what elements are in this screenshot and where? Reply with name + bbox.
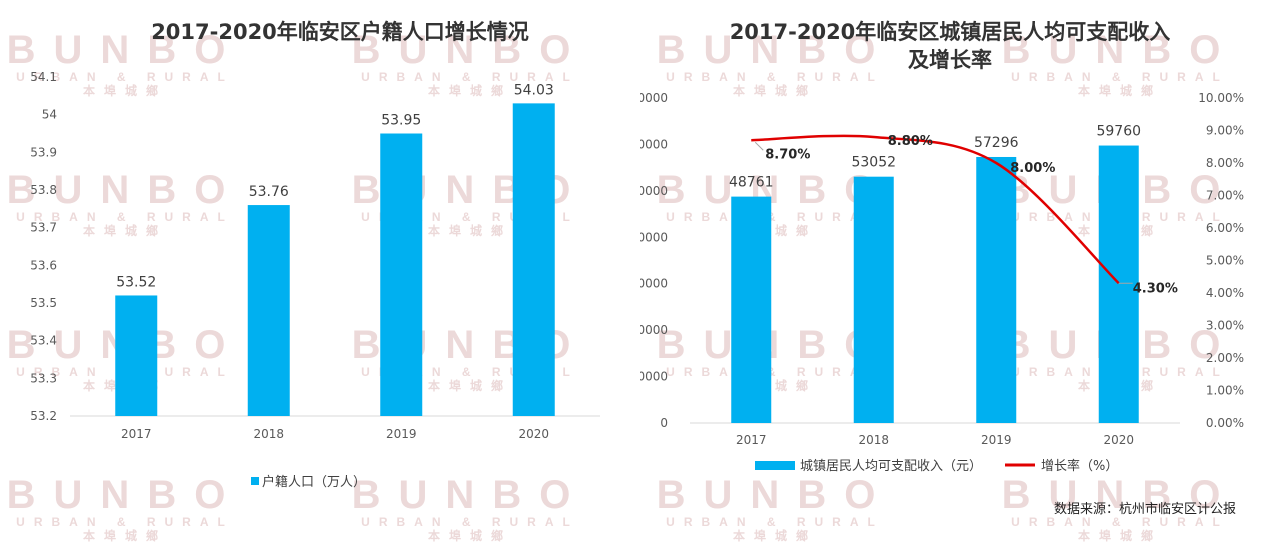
y-tick-label: 53.9 xyxy=(30,145,57,159)
bar-income xyxy=(1098,145,1139,424)
y-tick-label: 53.7 xyxy=(30,221,57,235)
left-chart-title: 2017-2020年临安区户籍人口增长情况 xyxy=(151,20,529,44)
bar-population xyxy=(115,295,158,416)
y-tick-label: 53.4 xyxy=(30,334,57,348)
right-chart-title-line-1: 2017-2020年临安区城镇居民人均可支配收入 xyxy=(729,20,1171,44)
x-tick-label: 2018 xyxy=(858,433,889,447)
y-tick-label: 53.3 xyxy=(30,371,57,385)
x-tick-label: 2020 xyxy=(518,427,549,441)
right-chart-title-line-2: 及增长率 xyxy=(908,48,992,72)
y-tick-label: 70000 xyxy=(640,91,668,105)
y2-tick-label: 10.00% xyxy=(1198,91,1244,105)
y2-tick-label: 6.00% xyxy=(1206,221,1244,235)
series-line-growth xyxy=(751,134,1120,285)
y2-tick-label: 5.00% xyxy=(1206,254,1244,268)
legend-swatch xyxy=(251,477,259,485)
bar-income xyxy=(853,176,894,423)
y2-tick-label: 2.00% xyxy=(1206,351,1244,365)
y-tick-label: 60000 xyxy=(640,137,668,151)
source-note: 数据来源：杭州市临安区计公报 xyxy=(1053,502,1236,517)
y-tick-label: 53.6 xyxy=(30,258,57,272)
line-data-label: 8.00% xyxy=(1010,161,1055,176)
legend-label: 户籍人口（万人） xyxy=(262,474,366,490)
bar-population xyxy=(247,205,290,416)
line-data-label: 8.80% xyxy=(888,134,933,149)
x-tick-label: 2018 xyxy=(253,427,284,441)
line-data-label: 8.70% xyxy=(765,147,810,162)
bar-data-label: 53052 xyxy=(851,155,896,171)
y-tick-label: 54.1 xyxy=(30,70,57,84)
y-tick-label: 53.2 xyxy=(30,409,57,423)
y2-tick-label: 8.00% xyxy=(1206,156,1244,170)
y-tick-label: 10000 xyxy=(640,370,668,384)
y-tick-label: 53.8 xyxy=(30,183,57,197)
bar-data-label: 59760 xyxy=(1096,124,1141,140)
y-tick-label: 54 xyxy=(42,108,57,122)
y2-tick-label: 9.00% xyxy=(1206,124,1244,138)
x-tick-label: 2019 xyxy=(386,427,417,441)
bar-data-label: 53.52 xyxy=(116,274,156,290)
x-tick-label: 2017 xyxy=(736,433,767,447)
y2-tick-label: 1.00% xyxy=(1206,384,1244,398)
y-tick-label: 50000 xyxy=(640,184,668,198)
y2-tick-label: 3.00% xyxy=(1206,319,1244,333)
y2-tick-label: 7.00% xyxy=(1206,189,1244,203)
bar-population xyxy=(512,103,555,416)
bar-data-label: 48761 xyxy=(729,175,774,191)
right-chart-title: 2017-2020年临安区城镇居民人均可支配收入 及增长率 xyxy=(640,18,1260,74)
x-tick-label: 2020 xyxy=(1103,433,1134,447)
bar-income xyxy=(976,156,1017,424)
y-tick-label: 30000 xyxy=(640,277,668,291)
label-leader xyxy=(754,141,764,151)
income-chart: 0 10000 20000 30000 40000 50000 60000 70000 0.00… xyxy=(640,91,1244,474)
bar-data-label: 53.76 xyxy=(249,184,289,200)
y-tick-label: 53.5 xyxy=(30,296,57,310)
bar-income xyxy=(731,196,772,423)
y-tick-label: 0 xyxy=(660,416,668,430)
y2-tick-label: 0.00% xyxy=(1206,416,1244,430)
bar-data-label: 54.03 xyxy=(514,82,554,98)
x-tick-label: 2017 xyxy=(121,427,152,441)
line-data-label: 4.30% xyxy=(1133,281,1178,296)
y2-tick-label: 4.00% xyxy=(1206,286,1244,300)
population-chart: 53.2 53.3 53.4 53.5 53.6 53.7 53.8 53.9 54 54.1 53… xyxy=(30,70,600,490)
y-tick-label: 40000 xyxy=(640,230,668,244)
y-tick-label: 20000 xyxy=(640,323,668,337)
legend-swatch-bar xyxy=(755,461,795,470)
bar-population xyxy=(380,133,423,416)
legend-label-bar: 城镇居民人均可支配收入（元） xyxy=(800,459,982,474)
bar-data-label: 57296 xyxy=(974,135,1019,151)
legend-label-line: 增长率（%） xyxy=(1041,458,1118,474)
x-tick-label: 2019 xyxy=(981,433,1012,447)
bar-data-label: 53.95 xyxy=(381,113,421,129)
